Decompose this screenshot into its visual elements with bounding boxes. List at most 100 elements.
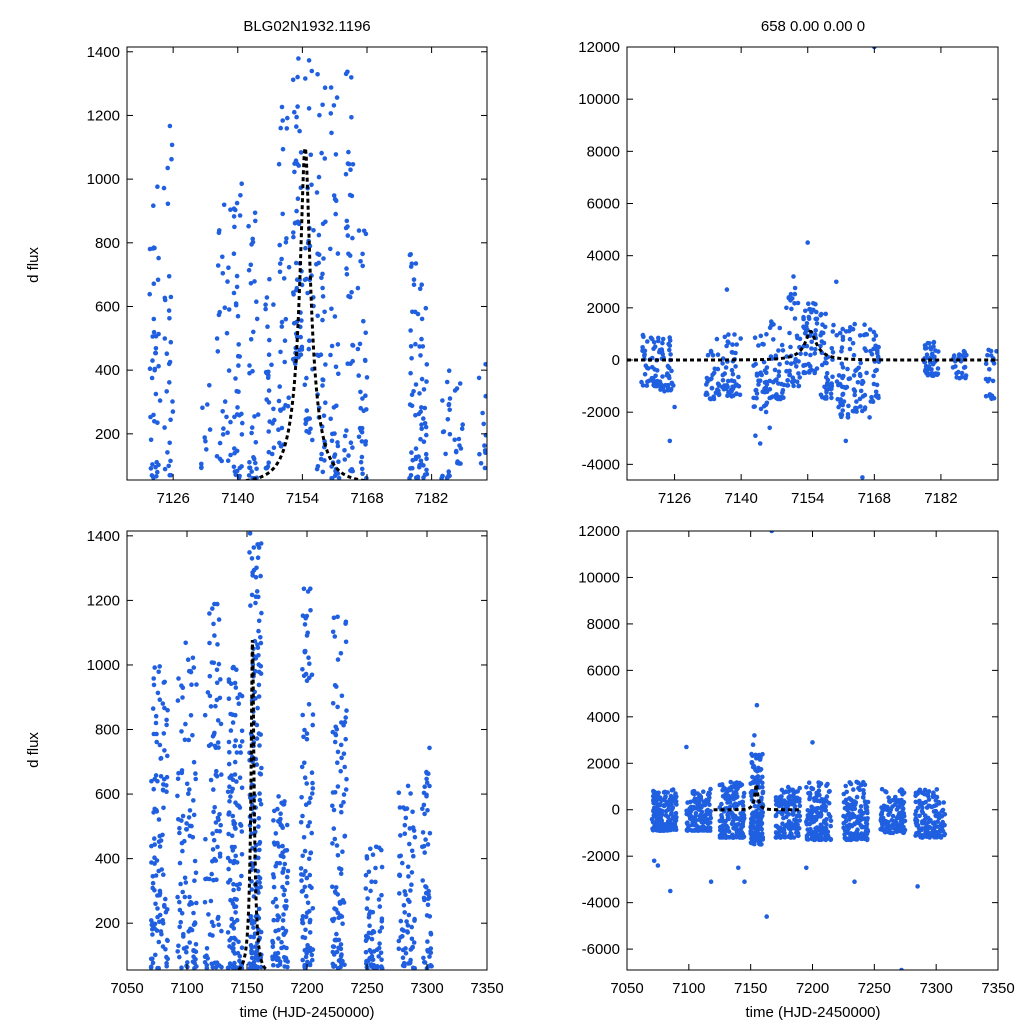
data-point xyxy=(155,893,160,898)
data-point xyxy=(685,800,690,805)
data-point xyxy=(669,368,674,374)
data-point xyxy=(363,872,369,878)
data-point xyxy=(152,665,157,670)
data-point xyxy=(369,953,375,959)
data-point xyxy=(425,902,431,908)
data-point xyxy=(249,469,254,474)
data-point xyxy=(210,933,215,938)
data-point xyxy=(220,271,226,276)
data-point xyxy=(713,390,719,396)
data-point xyxy=(668,793,674,799)
data-point xyxy=(231,926,237,931)
data-point xyxy=(213,964,219,970)
data-point xyxy=(776,348,781,353)
data-point xyxy=(253,944,258,949)
data-point xyxy=(410,465,415,471)
data-point xyxy=(310,780,315,786)
data-point xyxy=(422,405,428,411)
data-point xyxy=(338,803,344,809)
data-point xyxy=(834,333,839,338)
data-point xyxy=(413,446,419,451)
data-point xyxy=(413,341,418,347)
data-point xyxy=(787,372,792,377)
data-point xyxy=(861,788,866,793)
data-point xyxy=(157,398,163,403)
data-point xyxy=(373,879,378,885)
data-point xyxy=(822,384,827,390)
data-point xyxy=(763,402,769,408)
data-point xyxy=(239,693,245,699)
data-point xyxy=(294,208,299,214)
data-point xyxy=(258,640,264,646)
data-point xyxy=(402,822,408,828)
data-point xyxy=(164,717,169,723)
data-point xyxy=(409,356,414,361)
data-point xyxy=(855,827,860,832)
data-point xyxy=(191,910,196,916)
data-point xyxy=(368,888,373,894)
data-point xyxy=(297,347,303,353)
data-point xyxy=(424,776,429,782)
data-point xyxy=(797,803,803,809)
data-point xyxy=(751,763,757,769)
data-point xyxy=(331,103,337,108)
data-point xyxy=(163,896,168,902)
data-point xyxy=(652,805,658,810)
data-point xyxy=(236,886,241,892)
x-tick-label: 7168 xyxy=(350,490,383,507)
data-point xyxy=(720,378,726,383)
data-point xyxy=(809,339,814,345)
data-point xyxy=(160,787,166,793)
data-point xyxy=(840,326,845,332)
data-point xyxy=(224,414,229,420)
data-point xyxy=(402,889,408,894)
data-point xyxy=(335,614,340,620)
data-point xyxy=(409,936,415,942)
data-point xyxy=(836,373,842,378)
data-point xyxy=(284,126,290,131)
data-point xyxy=(808,815,813,821)
data-point xyxy=(397,854,402,859)
data-point xyxy=(283,240,289,245)
data-point xyxy=(722,334,728,340)
data-point xyxy=(165,956,170,962)
data-point xyxy=(363,933,369,939)
data-point xyxy=(150,334,155,339)
data-point xyxy=(279,324,285,329)
data-point xyxy=(857,371,863,377)
data-point xyxy=(175,949,180,954)
data-point xyxy=(212,805,217,810)
data-point xyxy=(162,748,167,753)
data-point xyxy=(247,550,252,555)
data-point xyxy=(792,291,798,297)
data-point xyxy=(204,965,210,970)
data-point xyxy=(204,953,209,958)
data-point xyxy=(276,427,281,433)
data-point xyxy=(333,885,339,890)
data-point xyxy=(422,811,427,817)
data-point xyxy=(275,840,280,846)
data-point xyxy=(350,162,356,167)
data-point xyxy=(667,347,672,353)
data-point xyxy=(256,816,262,821)
data-point xyxy=(421,416,426,421)
data-point xyxy=(446,472,452,478)
data-point xyxy=(378,965,384,970)
data-point xyxy=(279,256,284,262)
data-point xyxy=(176,676,181,681)
data-point xyxy=(813,328,818,333)
data-point xyxy=(232,224,237,230)
data-point xyxy=(225,930,231,935)
data-point xyxy=(233,738,238,743)
data-point xyxy=(985,352,990,358)
data-point xyxy=(757,817,762,822)
data-point xyxy=(304,893,309,899)
data-point xyxy=(168,417,173,423)
data-point xyxy=(825,829,831,835)
data-point xyxy=(179,768,185,773)
data-point xyxy=(210,847,216,852)
data-point xyxy=(256,669,262,675)
data-point xyxy=(169,142,175,148)
data-point xyxy=(334,949,340,955)
data-point xyxy=(161,731,167,736)
